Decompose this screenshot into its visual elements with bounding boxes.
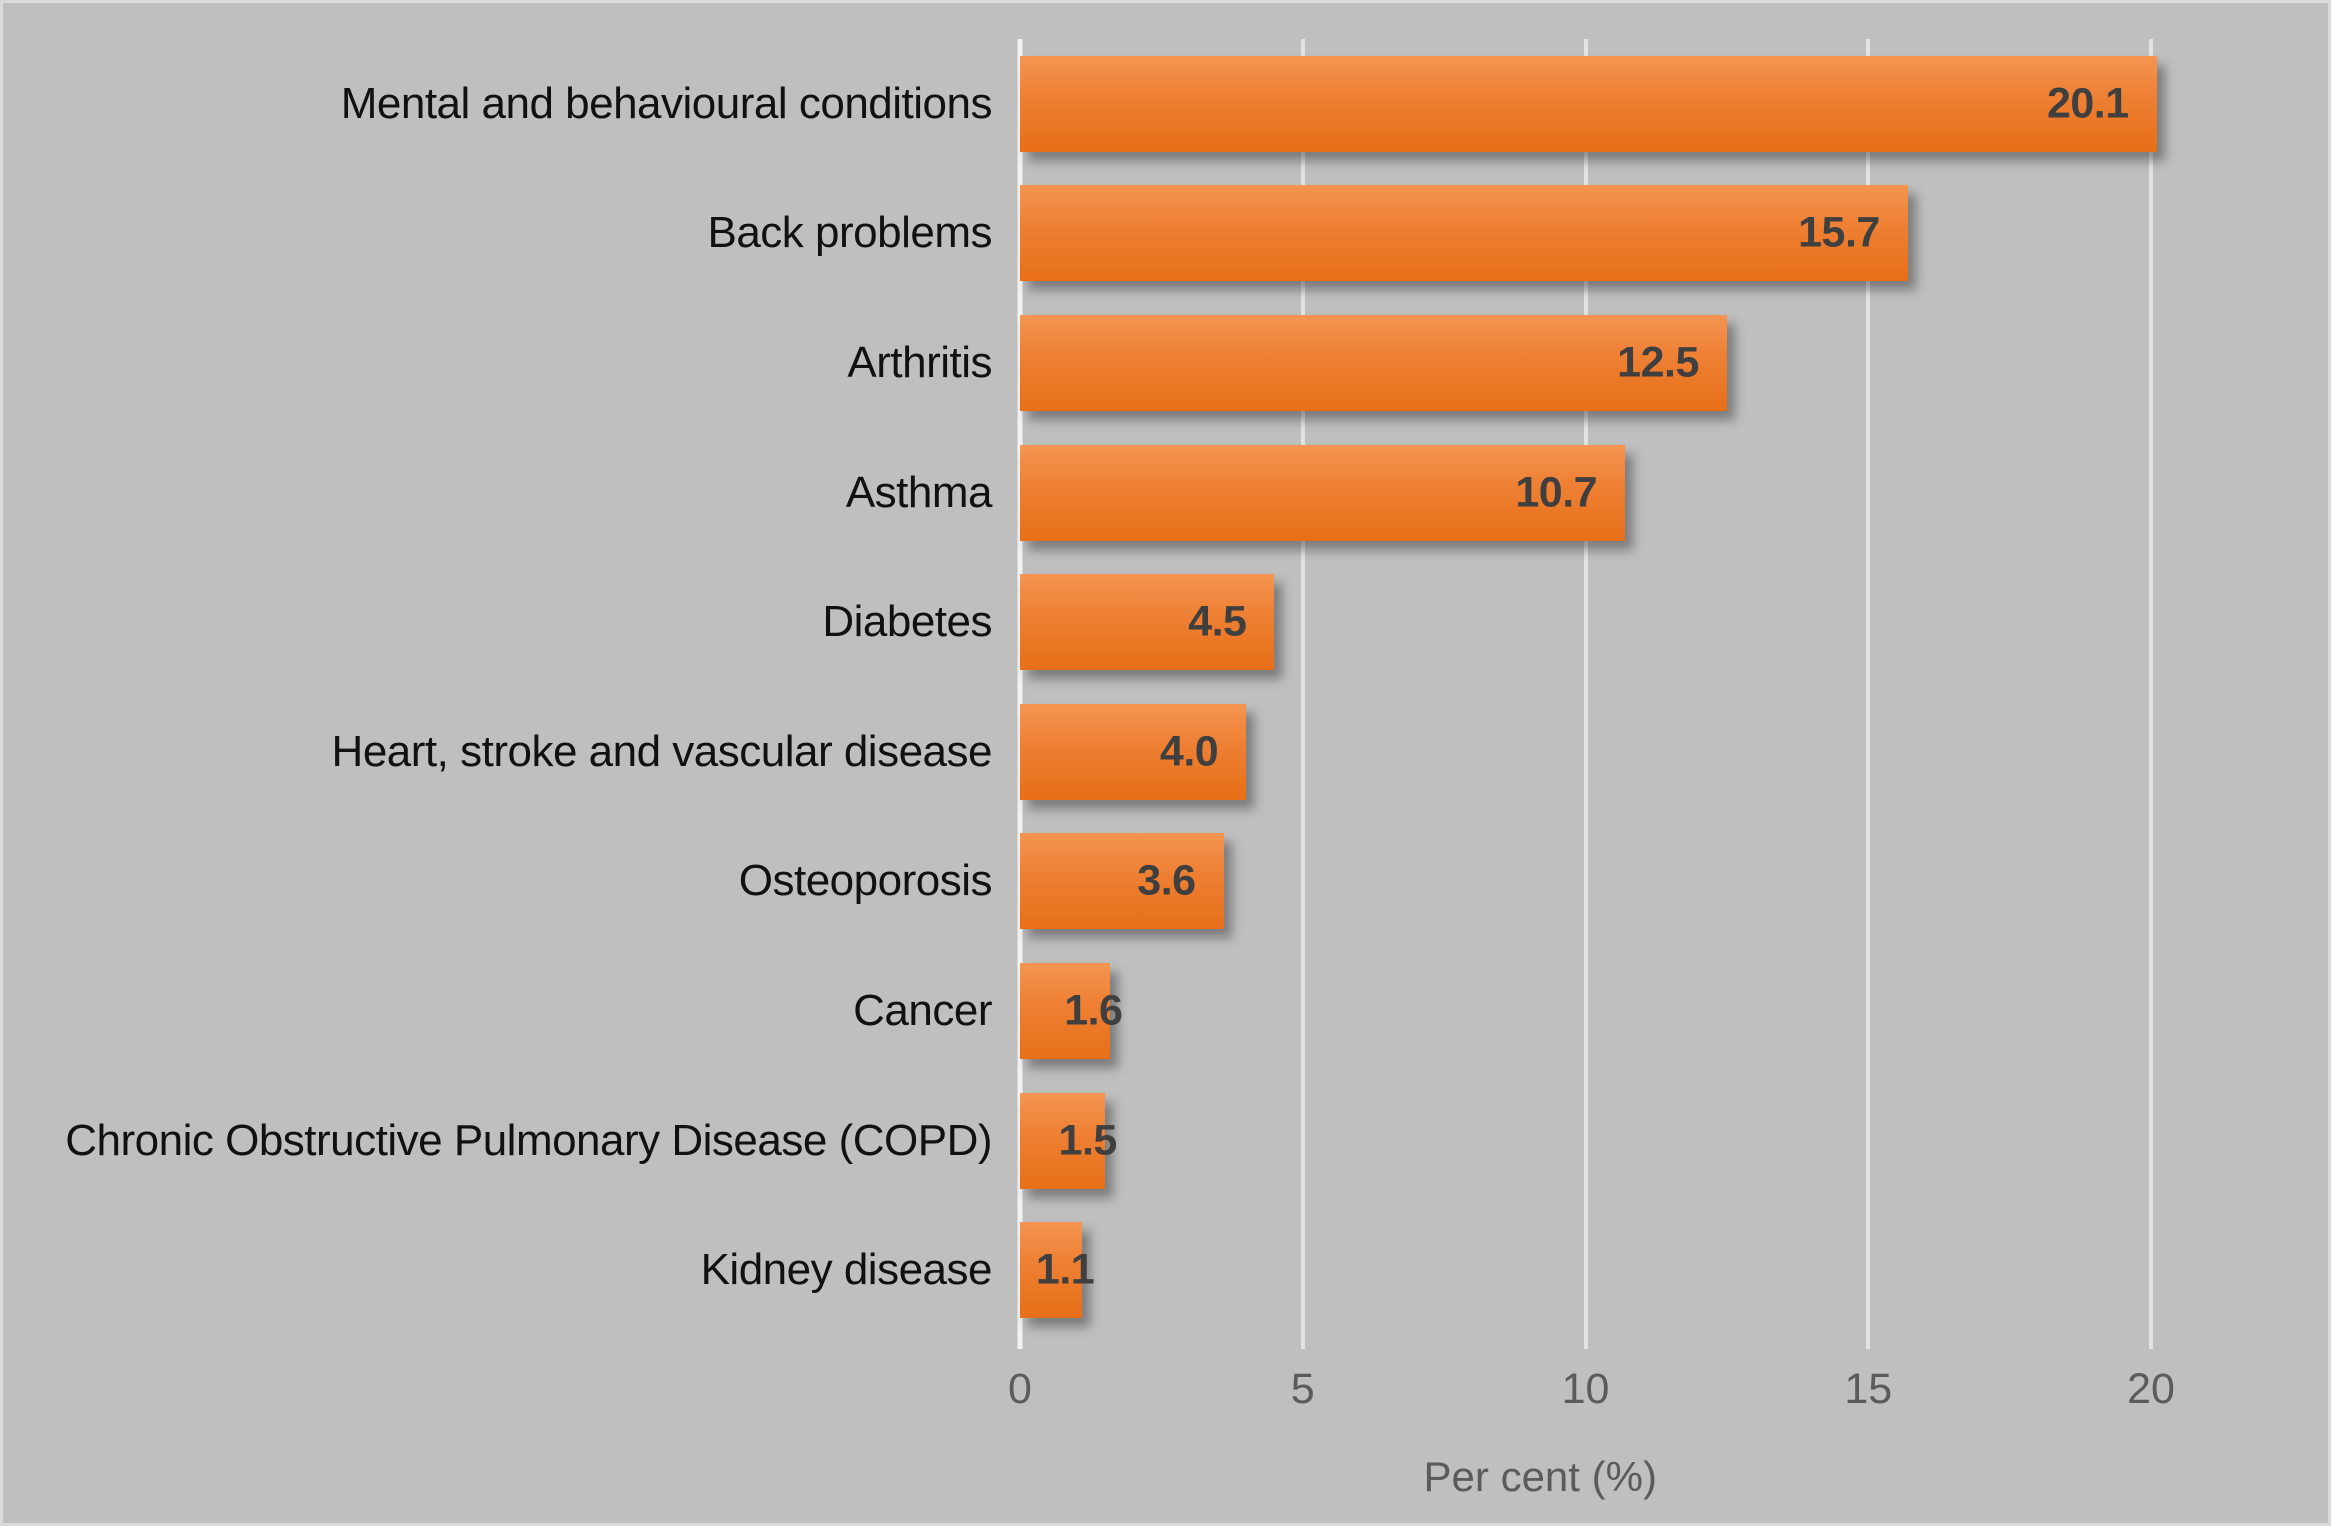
bar-row: Chronic Obstructive Pulmonary Disease (C… (65, 1076, 2151, 1206)
category-label: Back problems (707, 208, 992, 258)
x-tick-label-0: 0 (1008, 1365, 1032, 1413)
bar-row: Arthritis 12.5 (847, 298, 2151, 428)
category-label: Asthma (845, 467, 993, 517)
x-tick-label-5: 5 (1290, 1365, 1315, 1413)
value-label: 1.1 (1035, 1245, 1095, 1294)
value-label: 15.7 (1798, 208, 1880, 257)
value-label: 4.0 (1159, 727, 1219, 776)
bar: 3.6 (1020, 833, 1224, 930)
bar: 12.5 (1020, 314, 1727, 411)
y-axis-line (1017, 39, 1023, 1349)
bar-row: Mental and behavioural conditions 20.1 (341, 39, 2157, 169)
category-label: Chronic Obstructive Pulmonary Disease (C… (65, 1115, 992, 1165)
x-tick-label-15: 15 (1844, 1365, 1893, 1413)
bar: 10.7 (1020, 444, 1626, 541)
category-label: Arthritis (847, 337, 992, 387)
bar-row: Osteoporosis 3.6 (739, 817, 2151, 947)
category-label: Kidney disease (700, 1245, 993, 1295)
bar: 1.5 (1020, 1092, 1117, 1189)
value-label: 4.5 (1188, 597, 1247, 646)
bar-row: Asthma 10.7 (846, 428, 2151, 558)
category-label: Osteoporosis (738, 856, 993, 906)
bar: 4.5 (1020, 574, 1275, 671)
category-label: Cancer (853, 985, 992, 1035)
x-tick-label-20: 20 (2127, 1365, 2175, 1413)
gridline-x-10 (1583, 39, 1588, 1349)
gridline-x-20 (2149, 39, 2153, 1349)
value-label: 12.5 (1617, 338, 1699, 387)
bar-row: Diabetes 4.5 (822, 557, 2151, 687)
value-label: 3.6 (1137, 856, 1196, 905)
bar: 1.1 (1020, 1222, 1095, 1319)
gridline-x-5 (1300, 39, 1305, 1349)
gridline-x-15 (1866, 39, 1871, 1349)
bar: 20.1 (1020, 55, 2157, 152)
bar: 15.7 (1020, 185, 1908, 282)
category-label: Heart, stroke and vascular disease (331, 726, 993, 776)
plot-area: Per cent (%) 0 5 10 15 20 Mental and behaviou… (65, 39, 2175, 1500)
bar-row: Heart, stroke and vascular disease 4.0 (332, 687, 2151, 817)
bar-row: Kidney disease 1.1 (701, 1205, 2151, 1335)
value-label: 1.5 (1058, 1116, 1118, 1165)
value-label: 1.6 (1064, 986, 1123, 1035)
value-label: 10.7 (1515, 468, 1598, 517)
bar-row: Back problems 15.7 (707, 169, 2151, 299)
category-label: Diabetes (822, 597, 992, 647)
bar: 4.0 (1020, 703, 1247, 800)
x-axis-title: Per cent (%) (1423, 1453, 1657, 1500)
value-label: 20.1 (2046, 79, 2129, 128)
bar: 1.6 (1020, 962, 1123, 1059)
bar-row: Cancer 1.6 (853, 946, 2151, 1076)
category-label: Mental and behavioural conditions (340, 78, 993, 128)
x-tick-label-10: 10 (1561, 1365, 1610, 1413)
